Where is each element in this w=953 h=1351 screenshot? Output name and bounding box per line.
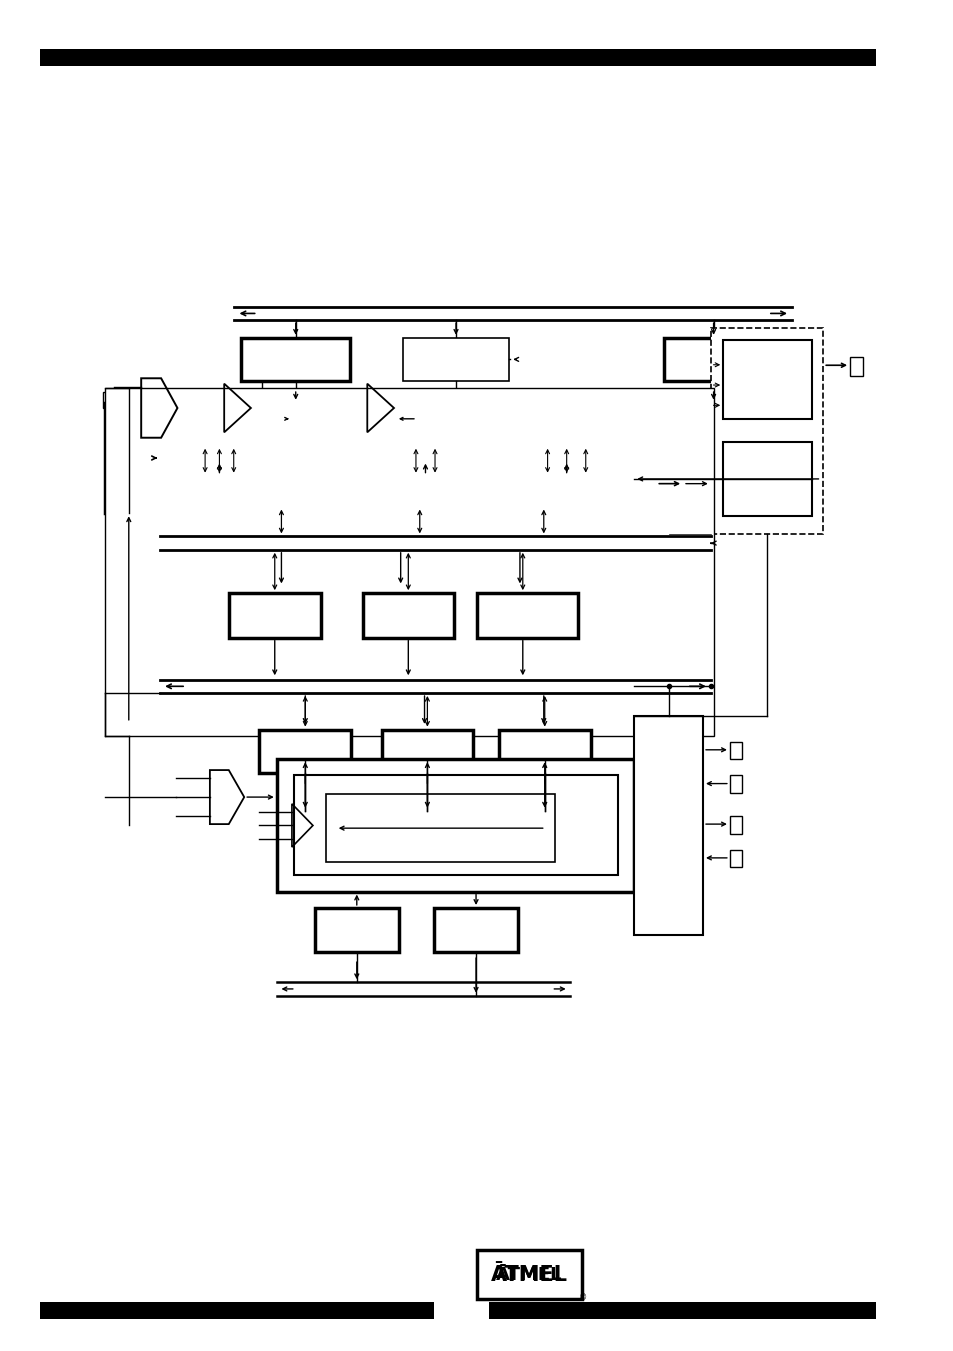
Text: ®: ® — [578, 1293, 586, 1302]
Bar — [391, 403, 459, 446]
Bar — [849, 357, 862, 376]
Text: ĀTMEL: ĀTMEL — [496, 1266, 562, 1283]
Bar — [160, 461, 656, 507]
Bar — [40, 49, 875, 66]
Bar — [276, 759, 634, 892]
Bar — [729, 742, 741, 759]
Bar — [729, 816, 741, 834]
Bar — [314, 908, 398, 952]
Bar — [402, 338, 509, 381]
Bar — [722, 340, 811, 419]
Bar — [241, 338, 350, 381]
Bar — [476, 593, 578, 638]
Text: ĀTMEL: ĀTMEL — [491, 1265, 567, 1285]
Bar — [326, 794, 555, 862]
Bar — [634, 716, 702, 935]
Bar — [183, 403, 255, 446]
Bar — [510, 403, 622, 446]
Bar — [229, 593, 320, 638]
Bar — [259, 730, 351, 773]
Bar — [362, 593, 454, 638]
Bar — [395, 408, 416, 430]
Bar — [381, 730, 473, 773]
Bar — [40, 1302, 434, 1319]
Bar — [294, 775, 618, 875]
Bar — [103, 392, 114, 408]
Bar — [476, 1251, 581, 1300]
Bar — [498, 730, 590, 773]
Bar — [105, 388, 713, 736]
Bar — [434, 908, 517, 952]
Bar — [105, 403, 152, 513]
Bar — [263, 408, 284, 430]
Bar — [663, 338, 762, 381]
Bar — [729, 775, 741, 793]
Bar — [489, 1302, 875, 1319]
Bar — [722, 442, 811, 516]
Bar — [729, 850, 741, 867]
Bar — [710, 328, 822, 534]
